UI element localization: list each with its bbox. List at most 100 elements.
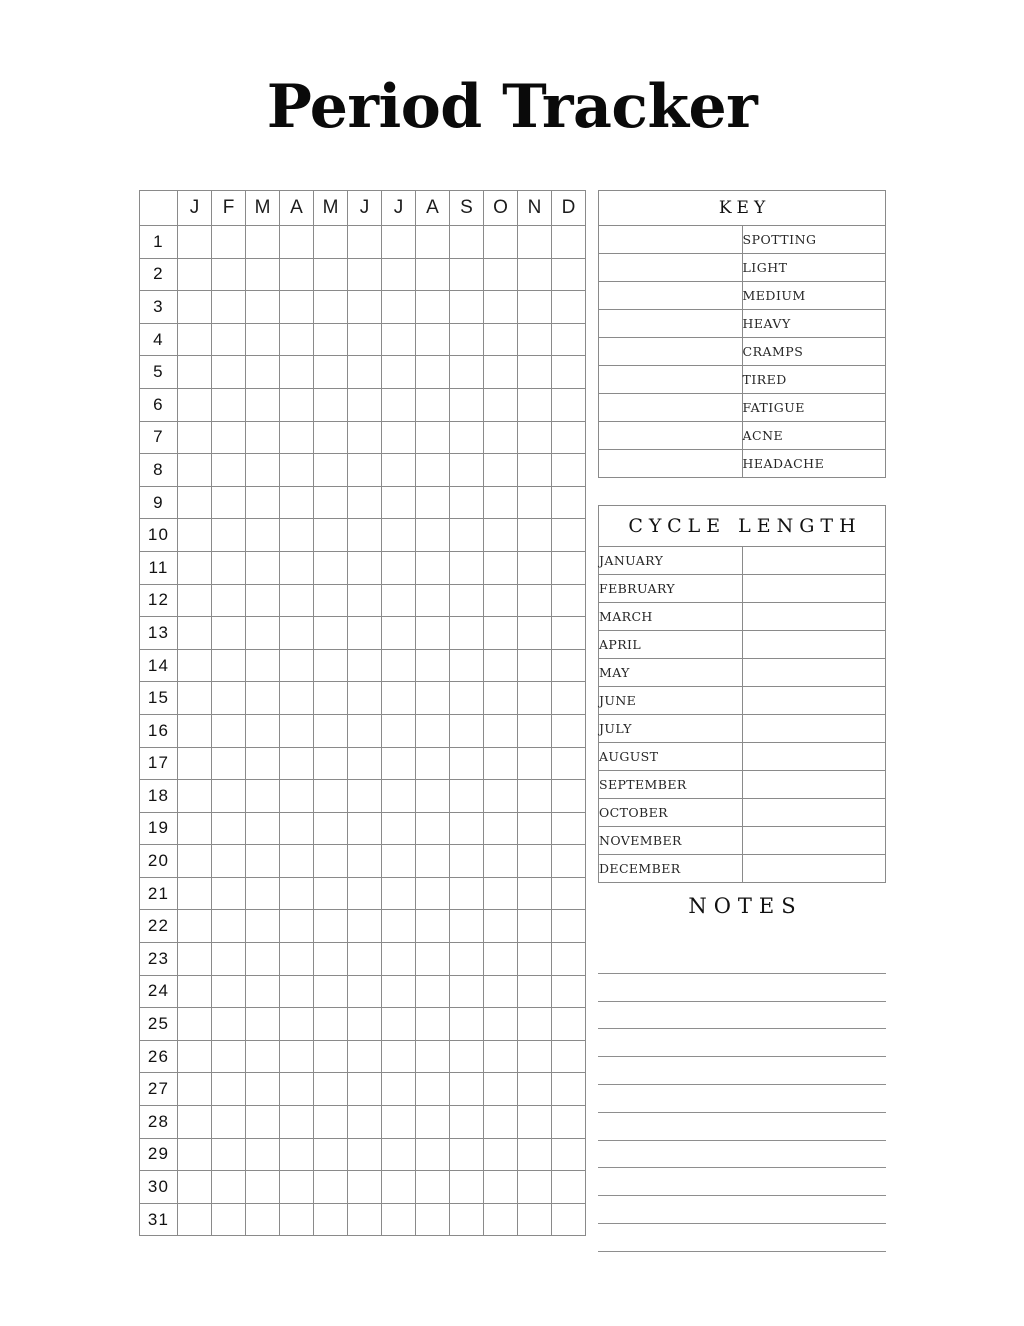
tracker-cell-m9-d22[interactable] xyxy=(449,909,484,944)
tracker-cell-m10-d20[interactable] xyxy=(483,844,518,878)
tracker-cell-m6-d14[interactable] xyxy=(347,648,382,683)
tracker-cell-m5-d13[interactable] xyxy=(313,616,348,650)
tracker-cell-m10-d27[interactable] xyxy=(483,1072,518,1107)
tracker-cell-m2-d31[interactable] xyxy=(211,1202,246,1237)
tracker-cell-m6-d15[interactable] xyxy=(347,681,382,715)
notes-line[interactable] xyxy=(598,1196,886,1224)
tracker-cell-m5-d9[interactable] xyxy=(313,485,348,520)
tracker-cell-m7-d11[interactable] xyxy=(381,550,416,585)
tracker-cell-m3-d20[interactable] xyxy=(245,844,280,878)
tracker-cell-m1-d2[interactable] xyxy=(177,257,212,292)
tracker-cell-m1-d25[interactable] xyxy=(177,1007,212,1041)
tracker-cell-m12-d18[interactable] xyxy=(551,779,586,813)
tracker-cell-m4-d17[interactable] xyxy=(279,746,314,781)
tracker-cell-m8-d2[interactable] xyxy=(415,257,450,292)
notes-line[interactable] xyxy=(598,1113,886,1141)
tracker-cell-m9-d16[interactable] xyxy=(449,713,484,748)
tracker-cell-m2-d5[interactable] xyxy=(211,355,246,389)
tracker-cell-m1-d18[interactable] xyxy=(177,779,212,813)
tracker-cell-m11-d14[interactable] xyxy=(517,648,552,683)
tracker-cell-m3-d2[interactable] xyxy=(245,257,280,292)
tracker-cell-m2-d27[interactable] xyxy=(211,1072,246,1107)
tracker-cell-m7-d2[interactable] xyxy=(381,257,416,292)
tracker-cell-m3-d9[interactable] xyxy=(245,485,280,520)
tracker-cell-m1-d4[interactable] xyxy=(177,322,212,357)
tracker-cell-m2-d30[interactable] xyxy=(211,1170,246,1204)
tracker-cell-m3-d18[interactable] xyxy=(245,779,280,813)
tracker-cell-m3-d27[interactable] xyxy=(245,1072,280,1107)
tracker-cell-m6-d18[interactable] xyxy=(347,779,382,813)
tracker-cell-m6-d28[interactable] xyxy=(347,1105,382,1139)
tracker-cell-m2-d4[interactable] xyxy=(211,322,246,357)
tracker-cell-m4-d21[interactable] xyxy=(279,876,314,911)
tracker-cell-m10-d31[interactable] xyxy=(483,1202,518,1237)
tracker-cell-m11-d3[interactable] xyxy=(517,290,552,324)
tracker-cell-m1-d5[interactable] xyxy=(177,355,212,389)
tracker-cell-m1-d24[interactable] xyxy=(177,974,212,1009)
tracker-cell-m1-d19[interactable] xyxy=(177,811,212,846)
tracker-cell-m3-d15[interactable] xyxy=(245,681,280,715)
tracker-cell-m7-d25[interactable] xyxy=(381,1007,416,1041)
tracker-cell-m12-d7[interactable] xyxy=(551,420,586,455)
tracker-cell-m12-d5[interactable] xyxy=(551,355,586,389)
tracker-cell-m8-d10[interactable] xyxy=(415,518,450,552)
tracker-cell-m8-d15[interactable] xyxy=(415,681,450,715)
tracker-cell-m10-d8[interactable] xyxy=(483,453,518,487)
tracker-cell-m8-d7[interactable] xyxy=(415,420,450,455)
tracker-cell-m11-d17[interactable] xyxy=(517,746,552,781)
tracker-cell-m2-d14[interactable] xyxy=(211,648,246,683)
cycle-value-july[interactable] xyxy=(741,714,886,743)
tracker-cell-m10-d3[interactable] xyxy=(483,290,518,324)
tracker-cell-m3-d7[interactable] xyxy=(245,420,280,455)
tracker-cell-m7-d1[interactable] xyxy=(381,225,416,259)
tracker-cell-m2-d21[interactable] xyxy=(211,876,246,911)
tracker-cell-m6-d9[interactable] xyxy=(347,485,382,520)
tracker-cell-m12-d28[interactable] xyxy=(551,1105,586,1139)
tracker-cell-m1-d8[interactable] xyxy=(177,453,212,487)
tracker-cell-m9-d20[interactable] xyxy=(449,844,484,878)
tracker-cell-m3-d3[interactable] xyxy=(245,290,280,324)
tracker-cell-m1-d14[interactable] xyxy=(177,648,212,683)
key-swatch-heavy[interactable] xyxy=(598,309,743,338)
tracker-cell-m4-d11[interactable] xyxy=(279,550,314,585)
tracker-cell-m4-d25[interactable] xyxy=(279,1007,314,1041)
tracker-cell-m2-d17[interactable] xyxy=(211,746,246,781)
tracker-cell-m7-d30[interactable] xyxy=(381,1170,416,1204)
tracker-cell-m12-d13[interactable] xyxy=(551,616,586,650)
tracker-cell-m9-d21[interactable] xyxy=(449,876,484,911)
tracker-cell-m5-d28[interactable] xyxy=(313,1105,348,1139)
tracker-cell-m10-d24[interactable] xyxy=(483,974,518,1009)
tracker-cell-m11-d30[interactable] xyxy=(517,1170,552,1204)
tracker-cell-m3-d14[interactable] xyxy=(245,648,280,683)
cycle-value-february[interactable] xyxy=(741,574,886,603)
tracker-cell-m8-d29[interactable] xyxy=(415,1137,450,1172)
tracker-cell-m9-d8[interactable] xyxy=(449,453,484,487)
tracker-cell-m11-d20[interactable] xyxy=(517,844,552,878)
tracker-cell-m3-d17[interactable] xyxy=(245,746,280,781)
tracker-cell-m8-d16[interactable] xyxy=(415,713,450,748)
tracker-cell-m11-d8[interactable] xyxy=(517,453,552,487)
tracker-cell-m10-d22[interactable] xyxy=(483,909,518,944)
tracker-cell-m5-d24[interactable] xyxy=(313,974,348,1009)
tracker-cell-m12-d30[interactable] xyxy=(551,1170,586,1204)
tracker-cell-m7-d13[interactable] xyxy=(381,616,416,650)
tracker-cell-m7-d23[interactable] xyxy=(381,942,416,976)
tracker-cell-m7-d6[interactable] xyxy=(381,387,416,422)
tracker-cell-m6-d1[interactable] xyxy=(347,225,382,259)
tracker-cell-m9-d4[interactable] xyxy=(449,322,484,357)
tracker-cell-m12-d12[interactable] xyxy=(551,583,586,618)
tracker-cell-m6-d7[interactable] xyxy=(347,420,382,455)
tracker-cell-m5-d20[interactable] xyxy=(313,844,348,878)
tracker-cell-m7-d19[interactable] xyxy=(381,811,416,846)
tracker-cell-m12-d3[interactable] xyxy=(551,290,586,324)
tracker-cell-m7-d26[interactable] xyxy=(381,1039,416,1074)
tracker-cell-m1-d17[interactable] xyxy=(177,746,212,781)
tracker-cell-m1-d9[interactable] xyxy=(177,485,212,520)
tracker-cell-m1-d11[interactable] xyxy=(177,550,212,585)
tracker-cell-m9-d7[interactable] xyxy=(449,420,484,455)
tracker-cell-m11-d25[interactable] xyxy=(517,1007,552,1041)
tracker-cell-m12-d31[interactable] xyxy=(551,1202,586,1237)
key-swatch-fatigue[interactable] xyxy=(598,393,743,422)
tracker-cell-m3-d13[interactable] xyxy=(245,616,280,650)
tracker-cell-m4-d4[interactable] xyxy=(279,322,314,357)
